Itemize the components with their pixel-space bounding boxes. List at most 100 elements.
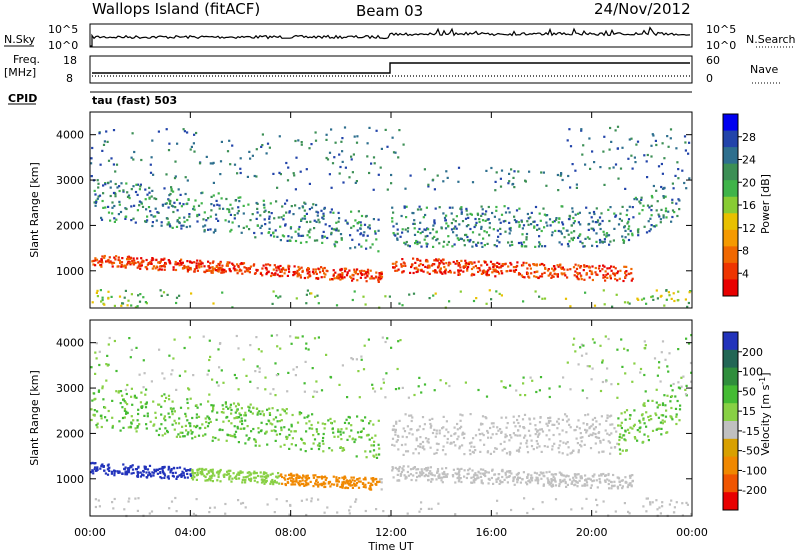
echo-cell — [523, 497, 526, 500]
echo-cell — [361, 419, 364, 422]
echo-cell — [269, 264, 272, 267]
echo-cell — [172, 205, 175, 208]
echo-cell — [265, 423, 268, 426]
echo-cell — [127, 469, 130, 472]
echo-cell — [677, 177, 680, 180]
echo-cell — [486, 431, 490, 434]
echo-cell — [219, 173, 222, 176]
echo-cell — [218, 204, 221, 207]
echo-cell — [264, 223, 267, 226]
echo-cell — [672, 382, 675, 386]
echo-cell — [502, 263, 505, 266]
echo-cell — [225, 439, 228, 442]
echo-cell — [553, 423, 556, 426]
echo-cell — [621, 449, 624, 452]
echo-cell — [608, 167, 611, 170]
echo-cell — [208, 266, 211, 269]
echo-cell — [282, 268, 285, 271]
echo-cell — [193, 472, 197, 475]
echo-cell — [621, 487, 624, 490]
echo-cell — [146, 468, 150, 471]
echo-cell — [626, 301, 629, 304]
echo-cell — [629, 476, 632, 479]
echo-cell — [678, 408, 682, 411]
echo-cell — [157, 261, 160, 264]
echo-cell — [566, 268, 569, 271]
echo-cell — [343, 126, 347, 129]
echo-cell — [90, 471, 93, 474]
echo-cell — [511, 243, 514, 246]
echo-cell — [508, 227, 511, 230]
echo-cell — [473, 273, 476, 276]
echo-cell — [443, 265, 446, 269]
echo-cell — [516, 264, 519, 268]
echo-cell — [99, 414, 102, 417]
echo-cell — [619, 433, 622, 436]
echo-cell — [496, 478, 499, 481]
echo-cell — [351, 171, 354, 174]
echo-cell — [445, 420, 448, 423]
echo-cell — [598, 477, 601, 481]
echo-cell — [264, 388, 267, 391]
echo-cell — [155, 429, 158, 432]
echo-cell — [295, 478, 298, 482]
echo-cell — [264, 376, 267, 379]
echo-cell — [157, 130, 160, 133]
echo-cell — [659, 218, 662, 221]
echo-cell — [606, 367, 609, 370]
echo-cell — [168, 260, 171, 263]
echo-cell — [157, 433, 161, 437]
echo-cell — [160, 268, 163, 271]
echo-cell — [642, 418, 645, 421]
echo-cell — [513, 215, 516, 218]
x-tick-label: 00:00 — [74, 526, 106, 539]
echo-cell — [249, 157, 252, 160]
echo-cell — [610, 265, 613, 268]
echo-cell — [146, 193, 149, 196]
echo-cell — [558, 482, 561, 486]
echo-cell — [439, 267, 442, 270]
echo-cell — [210, 195, 213, 198]
echo-cell — [647, 439, 650, 442]
echo-cell — [356, 279, 359, 282]
echo-cell — [145, 402, 148, 405]
echo-cell — [192, 142, 195, 145]
echo-cell — [517, 471, 520, 475]
echo-cell — [618, 435, 621, 439]
echo-cell — [537, 429, 540, 432]
echo-cell — [603, 303, 606, 306]
echo-cell — [608, 267, 611, 270]
echo-cell — [263, 482, 266, 485]
echo-cell — [254, 472, 257, 475]
echo-cell — [99, 163, 102, 166]
echo-cell — [560, 232, 563, 235]
echo-cell — [350, 155, 353, 158]
echo-cell — [374, 482, 377, 486]
echo-cell — [310, 423, 313, 427]
echo-cell — [338, 383, 341, 386]
echo-cell — [188, 422, 191, 425]
echo-cell — [405, 240, 408, 244]
echo-cell — [469, 453, 472, 456]
echo-cell — [323, 272, 326, 275]
echo-cell — [471, 262, 474, 265]
echo-cell — [356, 431, 360, 434]
echo-cell — [114, 182, 117, 186]
echo-cell — [173, 177, 177, 180]
echo-cell — [500, 270, 503, 273]
echo-cell — [554, 484, 558, 487]
echo-cell — [94, 498, 97, 501]
echo-cell — [652, 184, 655, 188]
echo-cell — [500, 431, 503, 434]
echo-cell — [203, 230, 206, 233]
echo-cell — [449, 262, 452, 265]
echo-cell — [620, 219, 623, 222]
echo-cell — [124, 266, 127, 269]
echo-cell — [384, 396, 387, 399]
echo-cell — [656, 374, 659, 377]
echo-cell — [221, 428, 224, 432]
echo-cell — [469, 261, 472, 264]
echo-cell — [530, 445, 534, 448]
echo-cell — [623, 226, 626, 229]
echo-cell — [406, 512, 409, 515]
